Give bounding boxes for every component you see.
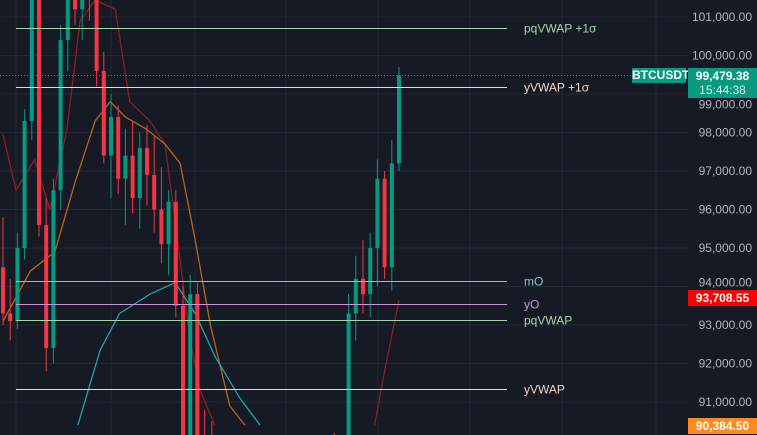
moving-average-line <box>373 299 400 426</box>
price-tick-label: 99,000.00 <box>699 98 753 112</box>
candle-body <box>15 248 20 322</box>
candle-body <box>375 178 380 248</box>
candle-body <box>397 75 401 164</box>
candle-body <box>181 305 185 435</box>
candle-body <box>94 0 99 71</box>
price-tick-label: 92,000.00 <box>699 357 753 371</box>
price-tick-label: 95,000.00 <box>699 241 753 255</box>
candle-body <box>37 0 41 225</box>
candle-body <box>368 248 373 295</box>
candle-body <box>44 224 49 349</box>
price-tick-label: 96,000.00 <box>699 203 753 217</box>
candle-body <box>382 178 387 268</box>
candle-body <box>65 0 70 41</box>
candle-body <box>195 294 200 435</box>
candle-body <box>73 0 77 10</box>
level-label: mO <box>524 275 543 289</box>
candle-body <box>22 120 27 248</box>
candle-body <box>8 313 13 322</box>
candle-body <box>109 117 113 156</box>
candle-body <box>101 70 106 156</box>
candle-body <box>166 201 171 245</box>
candle-body <box>116 117 121 179</box>
symbol-badge: BTCUSDT <box>632 67 690 83</box>
candle-body <box>1 267 5 314</box>
countdown: 15:44:38 <box>699 82 746 97</box>
price-tick-label: 94,000.00 <box>699 276 753 290</box>
candle-body <box>152 174 157 210</box>
level-label: pqVWAP <box>524 314 572 328</box>
levels: pqVWAP +1σ yVWAP +1σ mO yO pqVWAP yVWAP <box>16 22 597 397</box>
price-badge-orange: 90,384.50 <box>688 417 757 434</box>
candle-body <box>80 0 85 10</box>
candle-body <box>51 190 56 349</box>
last-price-badge: 99,479.38 15:44:38 <box>688 67 757 98</box>
last-price-value: 99,479.38 <box>695 68 750 83</box>
symbol-label: BTCUSDT <box>632 67 690 82</box>
level-label: yO <box>524 298 539 312</box>
level-label: yVWAP <box>524 383 565 397</box>
candle-body <box>353 278 358 314</box>
price-tick-label: 93,000.00 <box>699 318 753 332</box>
grid <box>0 0 688 435</box>
candle-body <box>389 163 394 268</box>
moving-average-line <box>2 100 246 426</box>
candle-body <box>145 147 149 175</box>
candle-body <box>173 201 178 306</box>
candles <box>1 0 401 435</box>
price-tick-label: 100,000.00 <box>692 49 752 63</box>
price-tick-label: 98,000.00 <box>699 126 753 140</box>
price-tick-label: 97,000.00 <box>699 164 753 178</box>
level-label: pqVWAP +1σ <box>524 22 597 36</box>
candle-body <box>361 278 365 295</box>
candle-body <box>188 294 193 435</box>
candle-body <box>123 155 128 179</box>
price-tick-label: 101,000.00 <box>692 10 752 24</box>
candle-body <box>346 313 351 435</box>
candle-body <box>58 40 63 191</box>
price-tick-label: 91,000.00 <box>699 395 753 409</box>
price-badge-value: 93,708.55 <box>695 290 750 305</box>
price-axis[interactable]: 101,000.00 100,000.00 99,000.00 98,000.00 97… <box>692 10 752 409</box>
price-badge-red: 93,708.55 <box>688 289 757 306</box>
candle-body <box>159 209 164 245</box>
candle-body <box>137 147 142 198</box>
candle-body <box>130 155 135 198</box>
level-label: yVWAP +1σ <box>524 81 590 95</box>
price-badge-value: 90,384.50 <box>695 418 750 433</box>
candle-body <box>29 0 34 121</box>
